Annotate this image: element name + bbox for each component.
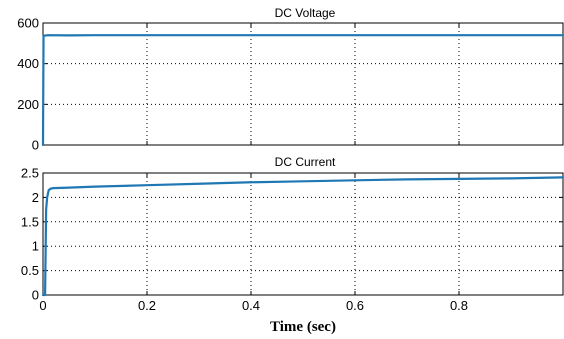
series-line — [41, 34, 564, 147]
chart-title: DC Current — [275, 155, 336, 169]
plot-area — [42, 172, 564, 296]
x-tick-marks — [42, 23, 460, 145]
subplot-dc-voltage: DC Voltage 0 200 400 600 — [17, 6, 564, 153]
grid — [43, 173, 563, 295]
y-tick-labels: 0 0.5 1 1.5 2 2.5 — [21, 166, 39, 303]
y-tick-label: 0 — [32, 288, 39, 303]
x-tick-label: 0.8 — [450, 298, 468, 313]
x-tick-labels: 0 0.2 0.4 0.6 0.8 — [39, 298, 468, 313]
y-tick-labels: 0 200 400 600 — [17, 16, 39, 153]
chart-title: DC Voltage — [275, 6, 336, 20]
series — [41, 176, 564, 297]
subplot-dc-current: DC Current 0 0.5 1 1.5 2 2.5 0 0.2 0.4 0.6 0.8 Ti… — [21, 155, 564, 335]
x-tick-label: 0 — [39, 298, 46, 313]
series — [41, 34, 564, 147]
y-tick-label: 1.5 — [21, 214, 39, 229]
y-tick-label: 0 — [32, 138, 39, 153]
grid — [43, 23, 563, 145]
y-tick-label: 2 — [32, 190, 39, 205]
y-tick-label: 400 — [17, 56, 39, 71]
y-tick-label: 0.5 — [21, 263, 39, 278]
x-tick-label: 0.4 — [242, 298, 260, 313]
x-axis-label: Time (sec) — [270, 319, 336, 335]
x-tick-label: 0.2 — [138, 298, 156, 313]
y-tick-label: 2.5 — [21, 166, 39, 181]
y-tick-label: 1 — [32, 239, 39, 254]
y-tick-label: 600 — [17, 16, 39, 31]
y-tick-label: 200 — [17, 97, 39, 112]
plot-area — [42, 22, 564, 146]
x-tick-label: 0.6 — [346, 298, 364, 313]
series-line — [41, 176, 564, 297]
